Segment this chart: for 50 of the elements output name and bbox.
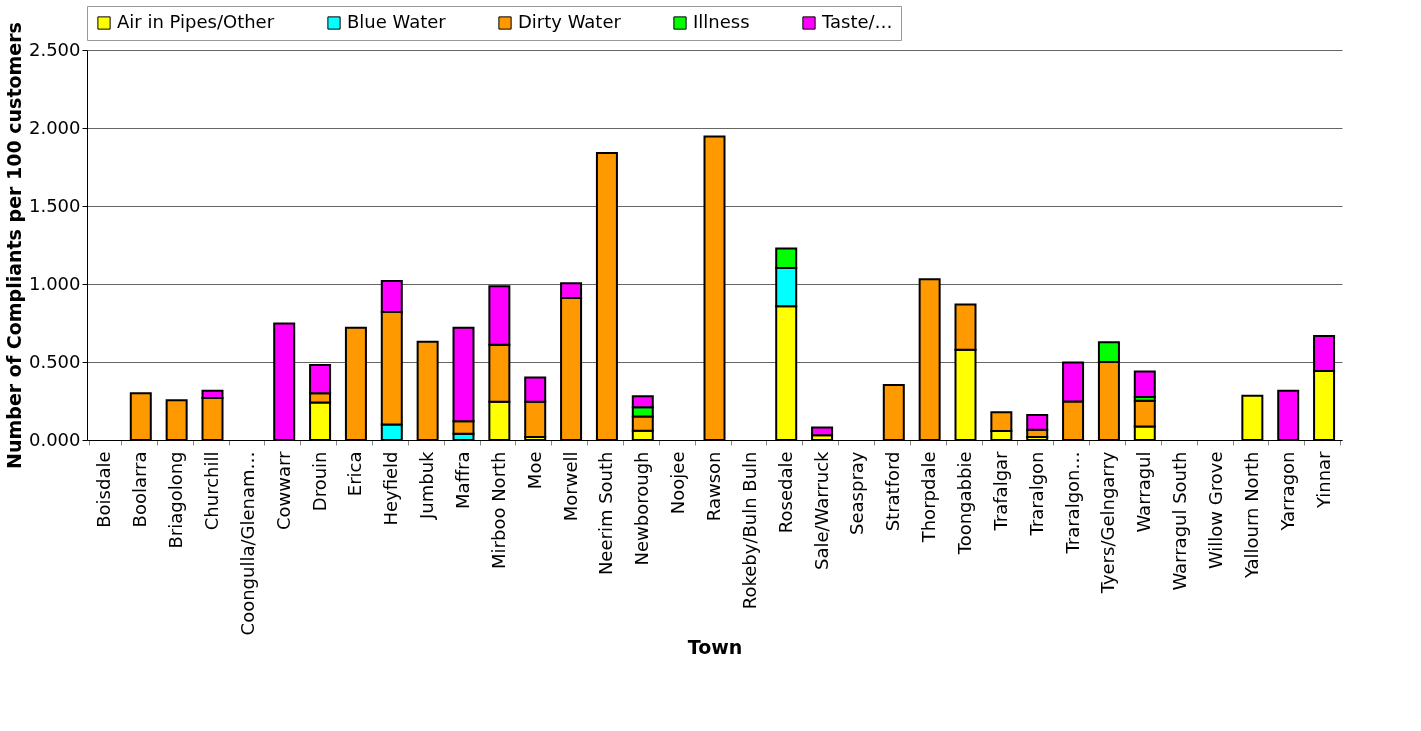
y-tick-label: 1.500 [28, 194, 81, 216]
bar [1133, 370, 1156, 398]
x-axis-title: Town [687, 636, 743, 659]
y-tick-label: 0.500 [28, 350, 81, 372]
y-tick-label: 1.000 [28, 272, 81, 294]
x-tick-label: Yallourn North [1240, 451, 1262, 580]
x-tick-label: Toongabbie [954, 451, 975, 556]
x-tick-label: Newborough [631, 451, 653, 566]
x-tick-label: Mirboo North [487, 451, 509, 569]
x-tick-label: Yinnar [1312, 450, 1334, 510]
x-tick-label: Briagolong [165, 451, 187, 549]
x-tick-label: Morwell [559, 451, 581, 522]
x-tick-label: Cowwarr [272, 450, 294, 531]
y-tick-label: 2.000 [28, 116, 81, 138]
x-tick-label: Willow Grove [1205, 451, 1226, 570]
x-tick-label: Drouin [308, 451, 330, 512]
y-tick-label: 2.500 [28, 38, 81, 60]
x-tick-label: Warragul South [1169, 451, 1191, 591]
x-tick-label: Rosedale [774, 451, 796, 534]
x-tick-label: Maffra [452, 451, 473, 509]
x-tick-label: Sale/Warruck [810, 450, 832, 570]
x-tick-label: Warragul [1133, 451, 1155, 533]
x-tick-label: Neerim South [595, 451, 617, 576]
legend-label: Dirty Water [518, 11, 622, 32]
x-tick-label: Traralgon… [1061, 451, 1083, 555]
x-tick-label: Heyfield [380, 451, 402, 526]
x-tick-label: Rokeby/Buln Buln [738, 451, 760, 610]
x-tick-label: Jumbuk [416, 450, 438, 521]
x-tick-label: Erica [344, 451, 366, 497]
bar [811, 426, 834, 437]
legend-label: Air in Pipes/Other [117, 11, 275, 32]
legend-label: Blue Water [347, 11, 447, 32]
x-tick-label: Rawson [703, 451, 724, 522]
x-tick-label: Moe [523, 451, 545, 490]
legend-label: Illness [693, 11, 750, 32]
x-tick-label: Yarragon [1276, 451, 1298, 532]
x-tick-label: Seaspray [846, 451, 868, 535]
x-tick-label: Boolarra [129, 451, 151, 528]
x-tick-label: Thorpdale [918, 451, 940, 544]
x-tick-label: Coongulla/Glenam… [236, 451, 258, 636]
legend-label: Taste/… [821, 11, 893, 32]
x-tick-label: Stratford [882, 451, 904, 532]
x-tick-label: Traralgon [1025, 451, 1047, 537]
y-axis-title: Number of Compliants per 100 customers [2, 22, 25, 469]
x-tick-label: Trafalgar [989, 450, 1011, 532]
x-tick-label: Tyers/Gelngarry [1097, 451, 1119, 595]
x-tick-label: Boisdale [93, 451, 115, 528]
x-tick-label: Churchill [201, 451, 222, 531]
x-tick-label: Noojee [667, 451, 689, 515]
y-tick-label: 0.000 [28, 428, 81, 450]
